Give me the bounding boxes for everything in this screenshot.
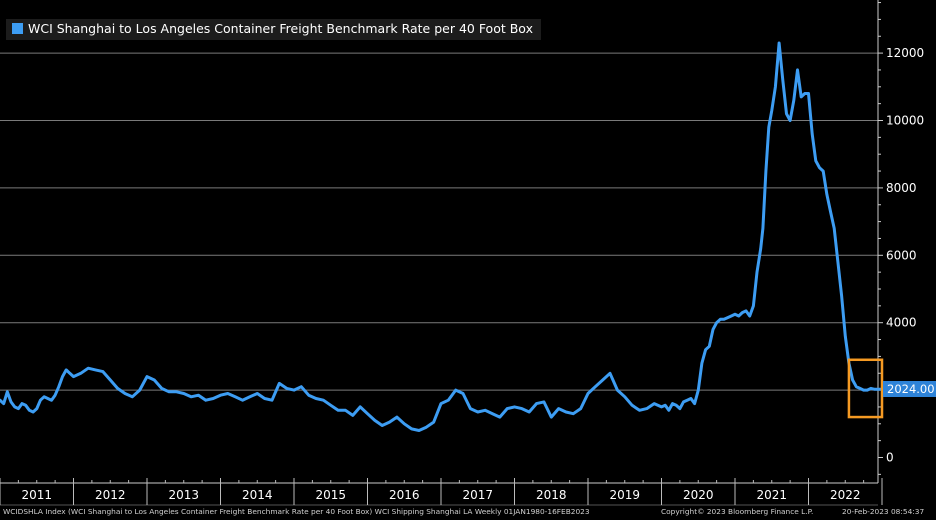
footer-source: WCIDSHLA Index (WCI Shanghai to Los Ange… (3, 507, 590, 516)
x-tick-label: 2011 (21, 488, 52, 502)
y-tick-label: 10000 (886, 114, 924, 128)
y-tick-label: 8000 (886, 181, 917, 195)
series-line (0, 41, 891, 432)
x-tick-label: 2022 (830, 488, 861, 502)
legend-label: WCI Shanghai to Los Angeles Container Fr… (28, 21, 533, 36)
last-value-tag: 2024.00 (883, 381, 936, 398)
x-tick-label: 2016 (389, 488, 420, 502)
y-tick-label: 12000 (886, 46, 924, 60)
x-axis: 2011 2012 2013 2014 2015 2016 2017 2018 2019 2020… (0, 478, 883, 506)
x-tick-label: 2015 (315, 488, 346, 502)
y-axis: 020004000600080001000012000 (877, 0, 924, 483)
footer: WCIDSHLA Index (WCI Shanghai to Los Ange… (0, 506, 936, 520)
x-tick-label: 2013 (168, 488, 199, 502)
x-tick-label: 2019 (609, 488, 640, 502)
x-tick-label: 2018 (536, 488, 567, 502)
footer-copyright: Copyright© 2023 Bloomberg Finance L.P. (661, 507, 814, 516)
x-tick-label: 2017 (462, 488, 493, 502)
x-tick-label: 2020 (683, 488, 714, 502)
gridlines (0, 52, 878, 391)
footer-timestamp: 20-Feb-2023 08:54:37 (842, 507, 925, 516)
y-tick-label: 0 (886, 451, 894, 465)
highlight-box (847, 358, 884, 419)
x-tick-label: 2014 (242, 488, 273, 502)
y-tick-label: 6000 (886, 248, 917, 262)
x-tick-label: 2021 (756, 488, 787, 502)
x-tick-label: 2012 (95, 488, 126, 502)
legend: WCI Shanghai to Los Angeles Container Fr… (6, 19, 541, 40)
legend-swatch (12, 23, 23, 34)
y-tick-label: 4000 (886, 316, 917, 330)
